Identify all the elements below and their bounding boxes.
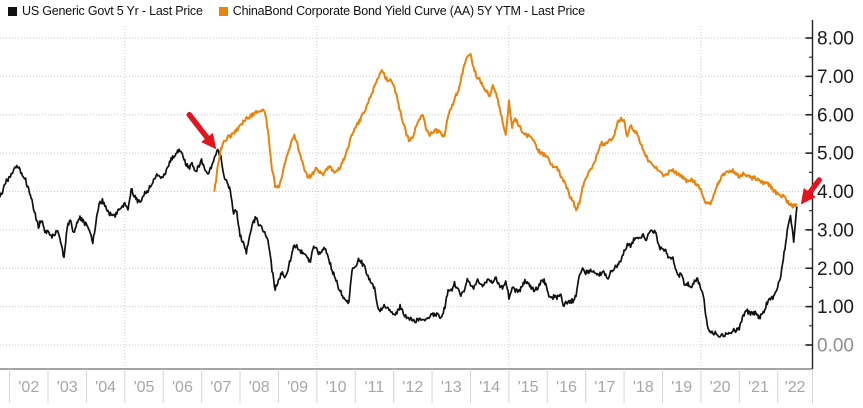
y-axis: 8.00 7.00 6.00 5.00 4.00 3.00 2.00 1.00 0.00 [805,20,854,369]
x-tick-label: '19 [671,379,692,396]
y-tick-label: 4.00 [817,182,854,203]
x-tick-label: '07 [210,379,231,396]
annotation-arrow-2007-crossover [186,112,217,150]
series-line-us-5yr [0,148,798,338]
y-tick-label: 8.00 [817,29,854,50]
x-tick-label: '10 [326,379,347,396]
x-tick-label: '04 [95,379,116,396]
legend-item-chinabond[interactable]: ChinaBond Corporate Bond Yield Curve (AA… [218,4,585,18]
y-tick-label: 2.00 [817,259,854,280]
x-tick-label: '22 [785,379,806,396]
x-tick-label: '16 [556,379,577,396]
series-line-chinabond-aa-5yr [213,52,798,212]
x-tick-label: '05 [134,379,155,396]
x-tick-label: '13 [441,379,462,396]
x-tick-label: '15 [518,379,539,396]
x-tick-label: '12 [402,379,423,396]
legend-swatch-us-icon [8,6,17,16]
x-tick-label: '14 [479,379,500,396]
x-tick-label: '17 [594,379,615,396]
x-tick-label: '09 [287,379,308,396]
y-tick-label: 6.00 [817,105,854,126]
legend-label-us-5yr: US Generic Govt 5 Yr - Last Price [22,4,203,18]
y-tick-label: 5.00 [817,144,854,165]
x-tick-label: '18 [633,379,654,396]
annotation-arrow-2022-crossover [800,177,822,205]
x-tick-label: '11 [365,379,385,396]
legend-swatch-chinabond-icon [218,6,228,16]
legend-item-us-5yr[interactable]: US Generic Govt 5 Yr - Last Price [8,4,203,18]
x-tick-label: '08 [249,379,270,396]
y-tick-label: 7.00 [817,67,854,88]
x-tick-label: '06 [172,379,193,396]
y-tick-label: 0.00 [817,336,854,357]
y-tick-label: 3.00 [817,220,854,241]
x-tick-label: '20 [710,379,731,396]
gridlines [0,26,813,369]
x-tick-label: '02 [18,379,39,396]
x-tick-label: '21 [748,379,769,396]
chart-legend: US Generic Govt 5 Yr - Last Price ChinaB… [8,4,585,18]
x-tick-label: '03 [57,379,78,396]
legend-label-chinabond: ChinaBond Corporate Bond Yield Curve (AA… [232,4,585,18]
x-axis: '02 '03 '04 '05 '06 '07 '08 '09 '10 '11 '12 '13 '14 '… [0,368,813,403]
y-tick-label: 1.00 [817,297,854,318]
